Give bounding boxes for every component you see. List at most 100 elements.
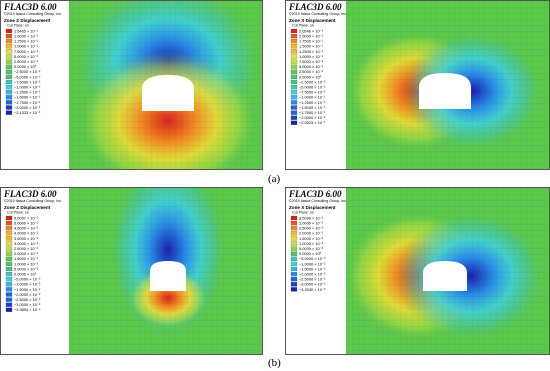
- legend-swatch: [290, 64, 298, 69]
- legend-entry: −2.0000 × 10⁻¹: [299, 115, 326, 120]
- legend-entry: 2.5000 × 10⁻²: [299, 226, 324, 231]
- legend-entry: 4.0000 × 10⁻²: [14, 231, 39, 236]
- legend-entry: 3.0000 × 10⁻²: [14, 241, 39, 246]
- software-title: FLAC3D 6.00: [3, 189, 57, 199]
- legend-swatch: [290, 105, 298, 110]
- legend-entry: −1.5000 × 10⁻²: [299, 266, 326, 271]
- legend-swatch: [290, 90, 298, 95]
- legend-entry: −2.0000 × 10⁻¹: [14, 105, 41, 110]
- legend-entry: −3.3894 × 10⁻²: [14, 307, 41, 312]
- software-title: FLAC3D 6.00: [288, 189, 342, 199]
- legend-swatch: [5, 44, 13, 49]
- legend-title: Zone X Displacement: [289, 18, 336, 23]
- legend-swatch: [290, 282, 298, 287]
- legend-entry: −2.0000 × 10⁻²: [14, 292, 41, 297]
- legend-entry: 0.0000 × 10⁰: [14, 64, 37, 69]
- legend-entry: 2.0000 × 10⁻²: [299, 231, 324, 236]
- legend-entry: 2.0000 × 10⁻¹: [299, 34, 324, 39]
- cut-plane: Cut Plane: on: [292, 24, 314, 28]
- legend-entry: −2.5000 × 10⁻²: [14, 69, 41, 74]
- legend-swatch: [290, 110, 298, 115]
- legend-swatch: [290, 266, 298, 272]
- contour-panel: FLAC3D 6.00 ©2019 Itasca Consulting Group…: [285, 187, 550, 355]
- legend-swatch: [5, 251, 13, 256]
- legend-entry: −5.0000 × 10⁻³: [299, 256, 326, 261]
- legend-bg: [1, 188, 69, 354]
- legend-entry: 1.2500 × 10⁻¹: [299, 49, 324, 54]
- legend-entry: −3.3930 × 10⁻²: [299, 287, 326, 292]
- software-title: FLAC3D 6.00: [288, 2, 342, 12]
- legend-entry: −1.5000 × 10⁻¹: [299, 105, 326, 110]
- plot: FLAC3D 6.00©2019 Itasca Consulting Group…: [1, 188, 262, 354]
- legend-bg: [1, 1, 69, 169]
- cut-plane: Cut Plane: on: [7, 211, 29, 215]
- legend-entry: 7.5000 × 10⁻²: [14, 49, 39, 54]
- copyright: ©2019 Itasca Consulting Group, Inc.: [289, 12, 347, 16]
- legend-swatch: [5, 277, 13, 282]
- legend-entry: −2.5000 × 10⁻²: [299, 277, 326, 282]
- legend-swatch: [5, 282, 13, 287]
- legend-entry: 1.0000 × 10⁻¹: [299, 54, 324, 59]
- legend-swatch: [290, 28, 298, 34]
- legend-swatch: [5, 292, 13, 297]
- legend-swatch: [5, 95, 13, 100]
- legend-entry: 1.5000 × 10⁻¹: [299, 44, 324, 49]
- legend-swatch: [5, 307, 13, 312]
- legend-swatch: [290, 220, 298, 226]
- legend-entry: −5.0000 × 10⁻³: [14, 277, 41, 282]
- legend-swatch: [5, 84, 13, 90]
- legend-entry: −1.0000 × 10⁻²: [299, 261, 326, 266]
- legend-entry: −3.0000 × 10⁻²: [14, 302, 41, 307]
- legend-swatch: [5, 100, 13, 105]
- legend-entry: 3.0000 × 10⁻²: [299, 221, 324, 226]
- legend-entry: −3.0000 × 10⁻²: [299, 282, 326, 287]
- legend-swatch: [5, 54, 13, 59]
- legend-entry: −1.7500 × 10⁻¹: [299, 110, 326, 115]
- tunnel: [419, 73, 471, 109]
- copyright: ©2019 Itasca Consulting Group, Inc.: [289, 199, 347, 203]
- legend-swatch: [5, 110, 13, 115]
- legend-entry: −1.0000 × 10⁻²: [14, 282, 41, 287]
- tunnel: [423, 261, 467, 291]
- legend-entry: 1.5000 × 10⁻¹: [14, 34, 39, 39]
- contour-panel: FLAC3D 6.00 ©2019 Itasca Consulting Group…: [285, 0, 550, 170]
- legend-swatch: [5, 215, 13, 221]
- legend-entry: 1.0000 × 10⁻²: [299, 241, 324, 246]
- legend-entry: 1.0000 × 10⁻¹: [14, 44, 39, 49]
- subfigure-label: (b): [268, 357, 281, 369]
- legend-swatch: [290, 226, 298, 231]
- legend-entry: 5.0000 × 10⁻³: [299, 246, 324, 251]
- legend-swatch: [5, 302, 13, 307]
- legend-swatch: [290, 251, 298, 256]
- legend-entry: 2.0000 × 10⁻²: [14, 251, 39, 256]
- legend-entry: 3.5099 × 10⁻²: [299, 215, 324, 220]
- legend-entry: −7.5000 × 10⁻²: [14, 79, 41, 84]
- legend-swatch: [5, 256, 13, 261]
- legend-swatch: [5, 287, 13, 292]
- legend-entry: −1.0000 × 10⁻¹: [14, 85, 41, 90]
- legend-swatch: [5, 236, 13, 241]
- legend-entry: 2.5000 × 10⁻²: [299, 69, 324, 74]
- cut-plane: Cut Plane: on: [292, 211, 314, 215]
- legend-entry: 2.0546 × 10⁻¹: [299, 28, 324, 33]
- legend-swatch: [290, 271, 298, 277]
- copyright: ©2019 Itasca Consulting Group, Inc.: [4, 199, 62, 203]
- legend-swatch: [5, 105, 13, 110]
- legend-swatch: [5, 74, 13, 80]
- tunnel: [142, 75, 194, 111]
- legend-entry: −1.5000 × 10⁻¹: [14, 95, 41, 100]
- legend-swatch: [290, 33, 298, 39]
- legend-swatch: [5, 246, 13, 251]
- legend-entry: 5.0057 × 10⁻²: [14, 215, 39, 220]
- legend-entry: −1.5000 × 10⁻²: [14, 287, 41, 292]
- legend-swatch: [290, 44, 298, 49]
- legend-swatch: [5, 59, 13, 64]
- legend-swatch: [290, 246, 298, 251]
- legend-swatch: [5, 231, 13, 236]
- legend-entry: 5.0000 × 10⁻²: [14, 221, 39, 226]
- legend-entry: 2.5000 × 10⁻²: [14, 246, 39, 251]
- legend-swatch: [290, 256, 298, 261]
- legend-entry: −2.0000 × 10⁻²: [299, 272, 326, 277]
- legend-entry: 7.5000 × 10⁻²: [299, 59, 324, 64]
- legend-swatch: [290, 115, 298, 120]
